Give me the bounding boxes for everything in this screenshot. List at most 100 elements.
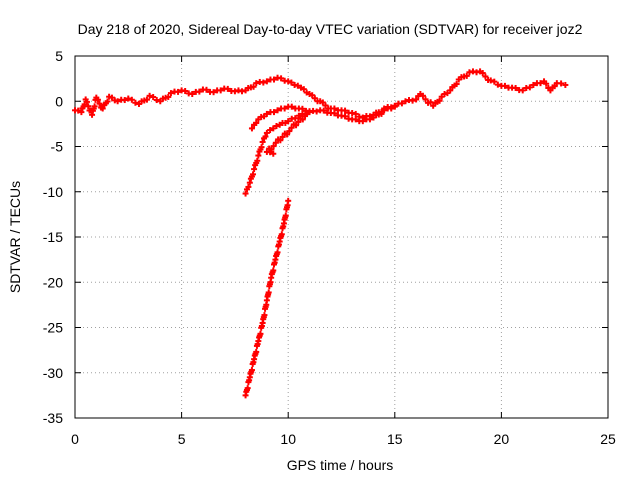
data-point bbox=[189, 91, 196, 98]
data-point bbox=[150, 94, 157, 101]
data-point bbox=[543, 80, 550, 87]
data-point bbox=[253, 119, 260, 126]
data-point bbox=[381, 107, 388, 114]
data-point bbox=[487, 77, 494, 84]
data-point bbox=[311, 95, 318, 102]
x-tick-label: 25 bbox=[600, 431, 616, 447]
data-point bbox=[281, 105, 288, 112]
y-tick-labels: 5 0 -5 -10 -15 -20 -25 -30 -35 bbox=[43, 48, 63, 426]
data-point bbox=[253, 80, 260, 87]
data-point bbox=[245, 183, 252, 190]
data-point bbox=[244, 385, 251, 392]
data-point bbox=[494, 81, 501, 88]
data-point bbox=[273, 122, 280, 129]
data-point bbox=[278, 75, 285, 82]
data-point bbox=[359, 118, 366, 125]
data-point bbox=[263, 129, 270, 136]
data-point bbox=[270, 150, 277, 157]
data-point bbox=[320, 107, 327, 114]
data-point bbox=[453, 81, 460, 88]
x-tick-label: 0 bbox=[71, 431, 79, 447]
data-point bbox=[125, 95, 132, 102]
data-point bbox=[537, 80, 544, 87]
data-point bbox=[292, 115, 299, 122]
data-point bbox=[203, 86, 210, 93]
data-point bbox=[290, 121, 297, 128]
y-tick-label: -25 bbox=[43, 320, 63, 336]
data-point bbox=[258, 144, 265, 151]
y-tick-label: -35 bbox=[43, 410, 63, 426]
data-point bbox=[128, 96, 135, 103]
data-point bbox=[313, 108, 320, 115]
data-point bbox=[182, 87, 189, 94]
data-point bbox=[501, 82, 508, 89]
data-point bbox=[270, 267, 277, 274]
y-tick-label: 0 bbox=[55, 93, 63, 109]
data-point bbox=[409, 97, 416, 104]
data-point bbox=[274, 107, 281, 114]
data-point bbox=[463, 72, 470, 79]
data-point bbox=[96, 100, 103, 107]
data-point bbox=[319, 99, 326, 106]
data-point bbox=[352, 110, 359, 117]
y-axis-title: SDTVAR / TECUs bbox=[7, 181, 23, 293]
data-point bbox=[255, 152, 262, 159]
data-point bbox=[75, 107, 82, 114]
data-point bbox=[83, 98, 90, 105]
data-point bbox=[251, 166, 258, 173]
data-point bbox=[265, 289, 272, 296]
data-point bbox=[281, 130, 288, 137]
series-steep-line bbox=[242, 197, 292, 399]
data-point bbox=[288, 124, 295, 131]
series-lower-branch bbox=[242, 103, 398, 197]
data-point bbox=[366, 116, 373, 123]
data-point bbox=[267, 127, 274, 134]
data-point bbox=[167, 90, 174, 97]
data-point bbox=[217, 87, 224, 94]
data-point bbox=[253, 348, 260, 355]
y-tick-label: -10 bbox=[43, 184, 63, 200]
data-point bbox=[286, 128, 293, 135]
data-point bbox=[270, 76, 277, 83]
data-point bbox=[547, 87, 554, 94]
data-point bbox=[248, 125, 255, 132]
data-point bbox=[143, 96, 150, 103]
axis-ticks bbox=[74, 55, 609, 419]
data-point bbox=[288, 103, 295, 110]
data-point bbox=[391, 103, 398, 110]
data-point bbox=[436, 97, 443, 104]
data-point bbox=[278, 231, 285, 238]
data-point bbox=[270, 109, 277, 116]
grid-lines bbox=[75, 56, 608, 418]
data-point bbox=[279, 133, 286, 140]
data-point bbox=[153, 97, 160, 104]
data-point bbox=[331, 110, 338, 117]
data-point bbox=[146, 92, 153, 99]
data-point bbox=[295, 118, 302, 125]
data-point bbox=[224, 85, 231, 92]
data-point bbox=[104, 98, 111, 105]
data-point bbox=[99, 105, 106, 112]
data-point bbox=[257, 330, 264, 337]
data-point bbox=[250, 171, 257, 178]
data-point bbox=[388, 105, 395, 112]
data-point bbox=[562, 81, 569, 88]
data-point bbox=[300, 86, 307, 93]
y-tick-label: -5 bbox=[51, 139, 64, 155]
data-point bbox=[263, 78, 270, 85]
data-point bbox=[196, 88, 203, 95]
data-point bbox=[297, 115, 304, 122]
data-point bbox=[274, 249, 281, 256]
data-point bbox=[165, 93, 172, 100]
data-point bbox=[270, 143, 277, 150]
data-point bbox=[263, 110, 270, 117]
x-axis-title: GPS time / hours bbox=[287, 457, 394, 473]
y-tick-label: -20 bbox=[43, 274, 63, 290]
data-point bbox=[285, 118, 292, 125]
data-point bbox=[378, 110, 385, 117]
data-point bbox=[413, 96, 420, 103]
data-point bbox=[352, 116, 359, 123]
data-point bbox=[447, 87, 454, 94]
data-point bbox=[299, 105, 306, 112]
